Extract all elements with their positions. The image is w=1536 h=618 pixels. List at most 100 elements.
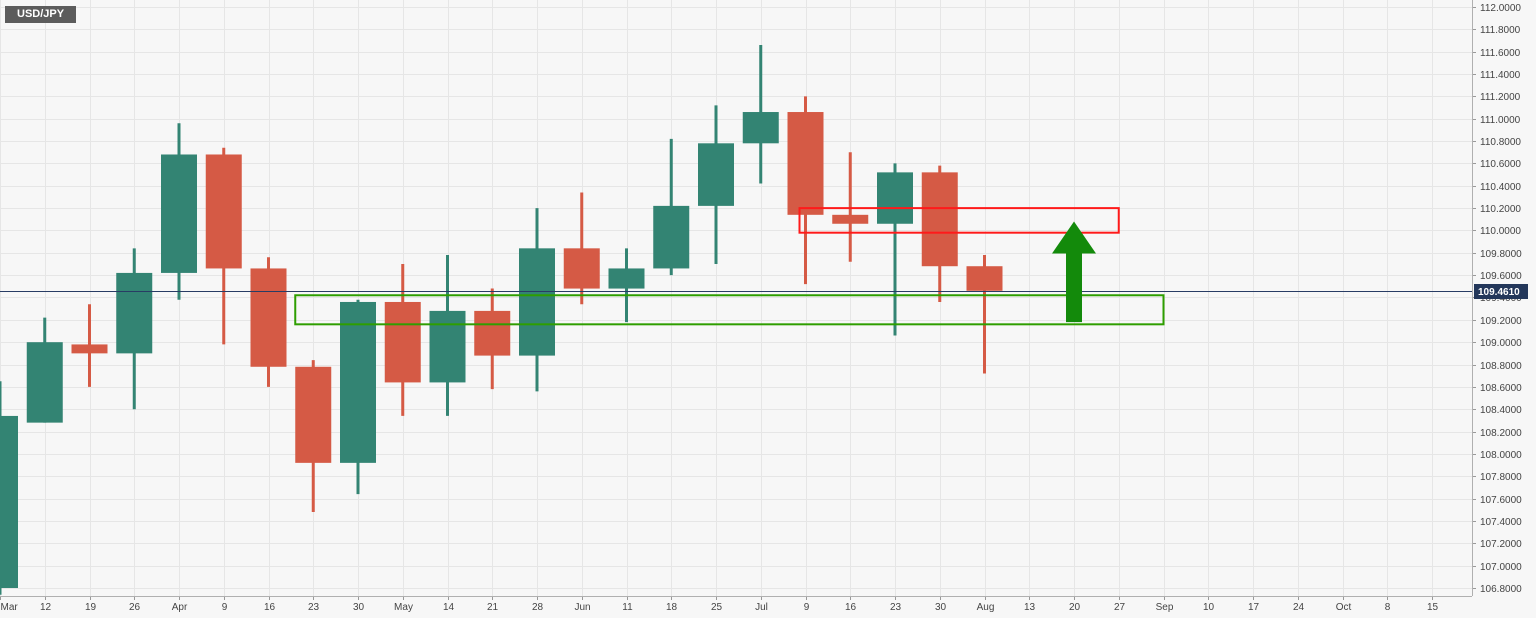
y-tick-label: 111.8000 bbox=[1480, 25, 1521, 36]
x-tick-label: 16 bbox=[264, 602, 276, 613]
y-tick-label: 106.8000 bbox=[1480, 584, 1522, 595]
candle bbox=[474, 288, 511, 390]
candle-body bbox=[71, 344, 108, 354]
candle bbox=[608, 248, 645, 323]
x-tick-label: 19 bbox=[85, 602, 97, 613]
candle bbox=[0, 381, 18, 595]
x-tick-label: 9 bbox=[804, 602, 810, 613]
x-tick-label: 20 bbox=[1069, 602, 1081, 613]
candle bbox=[26, 317, 63, 423]
y-tick-label: 107.6000 bbox=[1480, 495, 1522, 506]
x-tick-label: 27 bbox=[1114, 602, 1126, 613]
support-zone-box bbox=[294, 294, 1165, 326]
up-arrow-icon bbox=[1052, 221, 1096, 323]
candle bbox=[429, 255, 466, 416]
candle bbox=[205, 147, 242, 345]
y-tick-label: 111.2000 bbox=[1480, 92, 1521, 103]
x-tick-label: 17 bbox=[1248, 602, 1260, 613]
candle-body bbox=[205, 154, 242, 269]
candle-body bbox=[116, 272, 153, 354]
candle-body bbox=[340, 301, 376, 463]
candle-body bbox=[0, 415, 18, 588]
candle bbox=[698, 105, 734, 264]
candle bbox=[742, 44, 779, 184]
x-tick-label: 12 bbox=[40, 602, 52, 613]
candle-body bbox=[608, 268, 645, 289]
current-price-label: 109.4610 bbox=[1478, 287, 1520, 298]
x-tick-label: 30 bbox=[353, 602, 365, 613]
x-tick-label: 30 bbox=[935, 602, 947, 613]
y-tick-label: 110.8000 bbox=[1480, 137, 1521, 148]
candle-body bbox=[742, 112, 779, 144]
candle bbox=[966, 255, 1003, 374]
x-tick-label: 9 bbox=[222, 602, 228, 613]
x-tick-label: 16 bbox=[845, 602, 857, 613]
candle-body bbox=[698, 143, 734, 206]
candle-body bbox=[295, 366, 332, 463]
y-tick-label: 108.0000 bbox=[1480, 450, 1522, 461]
candles bbox=[0, 44, 1003, 595]
candle bbox=[787, 96, 824, 285]
x-tick-label: 13 bbox=[1024, 602, 1036, 613]
y-tick-label: 112.0000 bbox=[1480, 3, 1521, 14]
candle bbox=[116, 248, 153, 410]
y-tick-label: 109.0000 bbox=[1480, 338, 1522, 349]
y-tick-label: 109.6000 bbox=[1480, 271, 1522, 282]
y-tick-label: 110.4000 bbox=[1480, 182, 1521, 193]
candle bbox=[384, 263, 421, 416]
candle-body bbox=[921, 172, 958, 267]
x-tick-label: Sep bbox=[1156, 602, 1174, 613]
candle-body bbox=[832, 214, 869, 224]
y-tick-label: 108.6000 bbox=[1480, 383, 1522, 394]
y-tick-label: 111.4000 bbox=[1480, 70, 1521, 81]
x-tick-label: Oct bbox=[1336, 602, 1352, 613]
x-tick-label: 28 bbox=[532, 602, 544, 613]
x-tick-label: 14 bbox=[443, 602, 455, 613]
candle-body bbox=[250, 268, 287, 367]
y-tick-label: 109.2000 bbox=[1480, 316, 1522, 327]
candle-body bbox=[26, 342, 63, 423]
candle-body bbox=[787, 112, 824, 215]
x-tick-label: Jul bbox=[755, 602, 768, 613]
candle-body bbox=[161, 154, 197, 273]
x-tick-label: Apr bbox=[172, 602, 188, 613]
x-tick-label: 10 bbox=[1203, 602, 1215, 613]
x-axis: Mar 12 19 26 Apr 9 16 23 30 May 14 21 28 Jun 11 18 25 Jul… bbox=[0, 596, 1438, 613]
y-tick-label: 110.2000 bbox=[1480, 204, 1521, 215]
candle bbox=[921, 165, 958, 302]
candle bbox=[519, 208, 555, 392]
candle bbox=[161, 123, 197, 300]
candle-body bbox=[653, 205, 690, 269]
current-price-tag-bg bbox=[1474, 284, 1528, 299]
y-tick-label: 110.0000 bbox=[1480, 226, 1521, 237]
candle bbox=[250, 257, 287, 387]
x-tick-label: Aug bbox=[977, 602, 995, 613]
x-tick-label: 8 bbox=[1385, 602, 1391, 613]
x-tick-label: 21 bbox=[487, 602, 499, 613]
current-price-tag: 109.4610 bbox=[1474, 284, 1528, 299]
candle bbox=[71, 304, 108, 387]
candle-body bbox=[563, 248, 600, 289]
x-tick-label: 18 bbox=[666, 602, 678, 613]
x-tick-label: 26 bbox=[129, 602, 141, 613]
y-tick-label: 108.8000 bbox=[1480, 361, 1522, 372]
candle-body bbox=[474, 310, 511, 356]
y-tick-label: 109.8000 bbox=[1480, 249, 1522, 260]
candle bbox=[653, 138, 690, 276]
y-tick-label: 110.6000 bbox=[1480, 159, 1521, 170]
candle-body bbox=[429, 310, 466, 383]
y-tick-label: 108.2000 bbox=[1480, 428, 1522, 439]
candle-body bbox=[384, 301, 421, 383]
y-tick-label: 111.0000 bbox=[1480, 115, 1521, 126]
x-tick-label: 23 bbox=[890, 602, 902, 613]
candle-body bbox=[519, 248, 555, 356]
x-tick-label: Mar bbox=[1, 602, 19, 613]
y-tick-label: 107.0000 bbox=[1480, 562, 1522, 573]
y-axis: 112.0000 111.8000 111.6000 111.4000 111.2000… bbox=[1472, 3, 1522, 595]
symbol-badge: USD/JPY bbox=[5, 6, 77, 23]
x-tick-label: 23 bbox=[308, 602, 320, 613]
y-tick-label: 107.4000 bbox=[1480, 517, 1522, 528]
x-tick-label: May bbox=[394, 602, 413, 613]
